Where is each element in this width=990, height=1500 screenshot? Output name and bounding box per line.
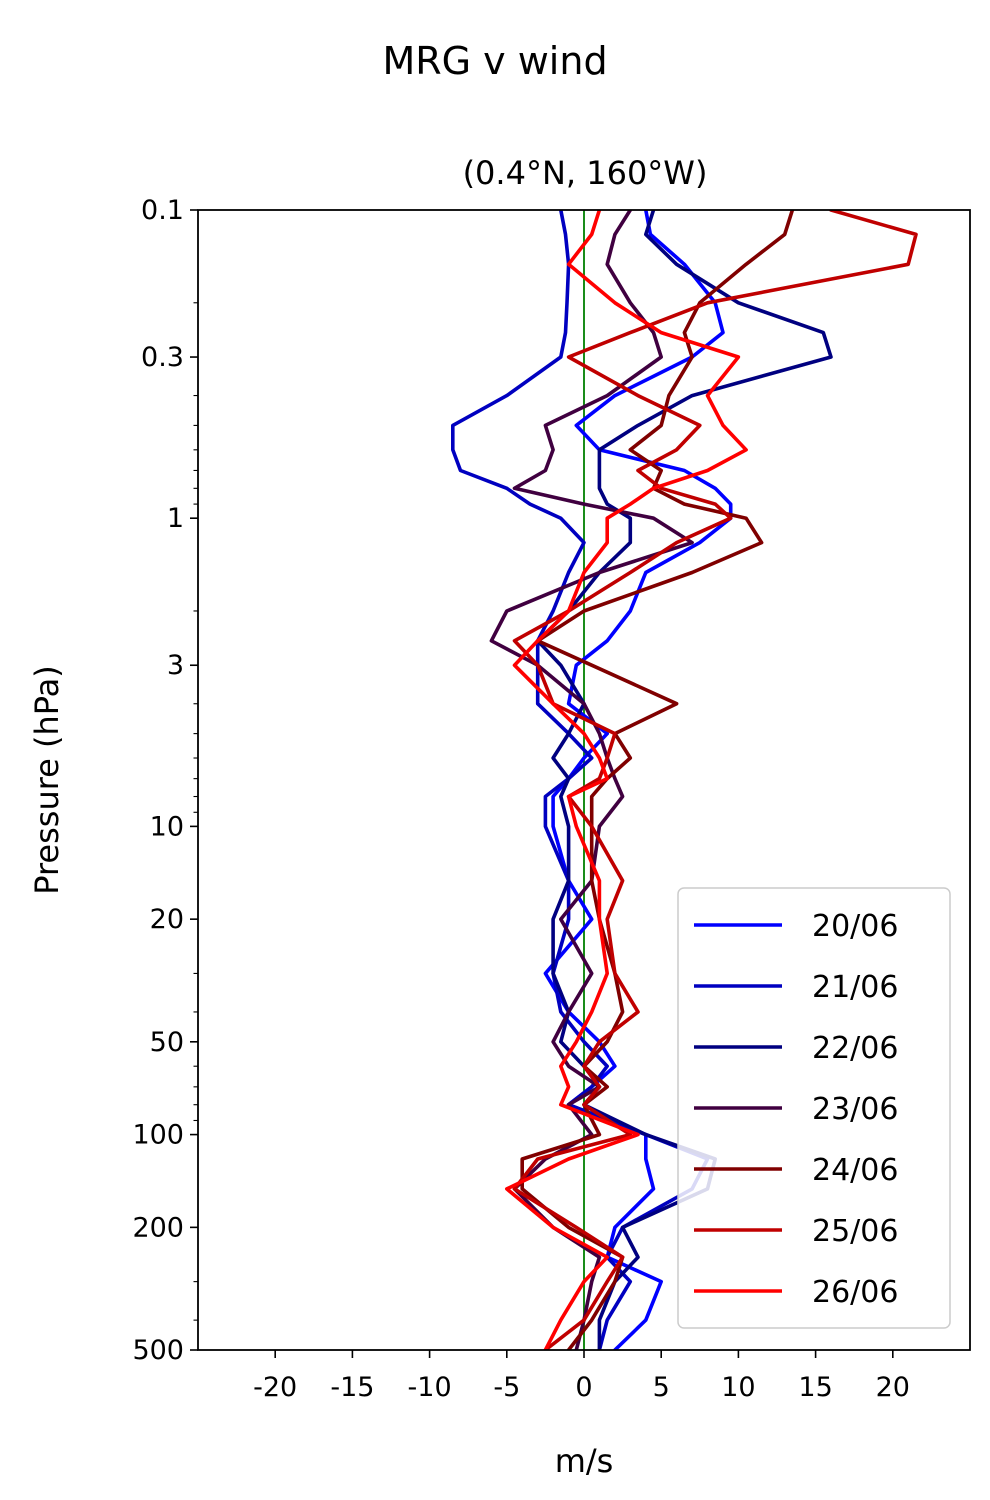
legend-label: 26/06	[812, 1275, 898, 1310]
y-axis-ticks: 0.1 0.3 1 3 10 20 50 100 200 500	[132, 195, 198, 1366]
y-tick-label: 0.3	[141, 342, 184, 373]
y-tick-label: 200	[132, 1212, 184, 1243]
x-tick-label: -15	[330, 1372, 374, 1403]
chart-subtitle: (0.4°N, 160°W)	[463, 154, 708, 192]
x-tick-label: 20	[876, 1372, 910, 1403]
x-tick-label: 15	[798, 1372, 832, 1403]
y-tick-label: 1	[167, 503, 184, 534]
legend-label: 21/06	[812, 970, 898, 1005]
legend-label: 23/06	[812, 1092, 898, 1127]
y-tick-label: 50	[150, 1027, 184, 1058]
y-tick-label: 10	[150, 811, 184, 842]
y-tick-label: 20	[150, 904, 184, 935]
x-tick-label: -10	[408, 1372, 452, 1403]
plot-frame	[197, 209, 971, 1351]
chart-title: MRG v wind	[382, 39, 607, 83]
x-tick-label: 0	[575, 1372, 592, 1403]
series-line-4	[489, 210, 694, 1350]
x-tick-label: 10	[721, 1372, 755, 1403]
legend-label: 24/06	[812, 1153, 898, 1188]
y-tick-label: 0.1	[141, 195, 184, 226]
y-axis-label: Pressure (hPa)	[28, 665, 66, 895]
series-line-2	[450, 210, 710, 1350]
series-line-1	[543, 210, 733, 1350]
legend-label: 20/06	[812, 909, 898, 944]
legend-label: 25/06	[812, 1214, 898, 1249]
x-axis-ticks: -20 -15 -10 -5 0 5 10 15 20	[253, 1350, 910, 1403]
legend: 20/06 21/06 22/06 23/06 24/06 25/06 26/06	[677, 887, 951, 1329]
y-tick-label: 3	[167, 650, 184, 681]
y-tick-label: 100	[132, 1120, 184, 1151]
series-line-6	[512, 210, 918, 1350]
legend-box	[677, 887, 951, 1329]
x-axis-label: m/s	[555, 1442, 614, 1480]
series-line-7	[504, 210, 748, 1350]
x-tick-label: -20	[253, 1372, 297, 1403]
legend-label: 22/06	[812, 1031, 898, 1066]
y-tick-label: 500	[132, 1335, 184, 1366]
x-tick-label: 5	[653, 1372, 670, 1403]
x-tick-label: -5	[493, 1372, 520, 1403]
